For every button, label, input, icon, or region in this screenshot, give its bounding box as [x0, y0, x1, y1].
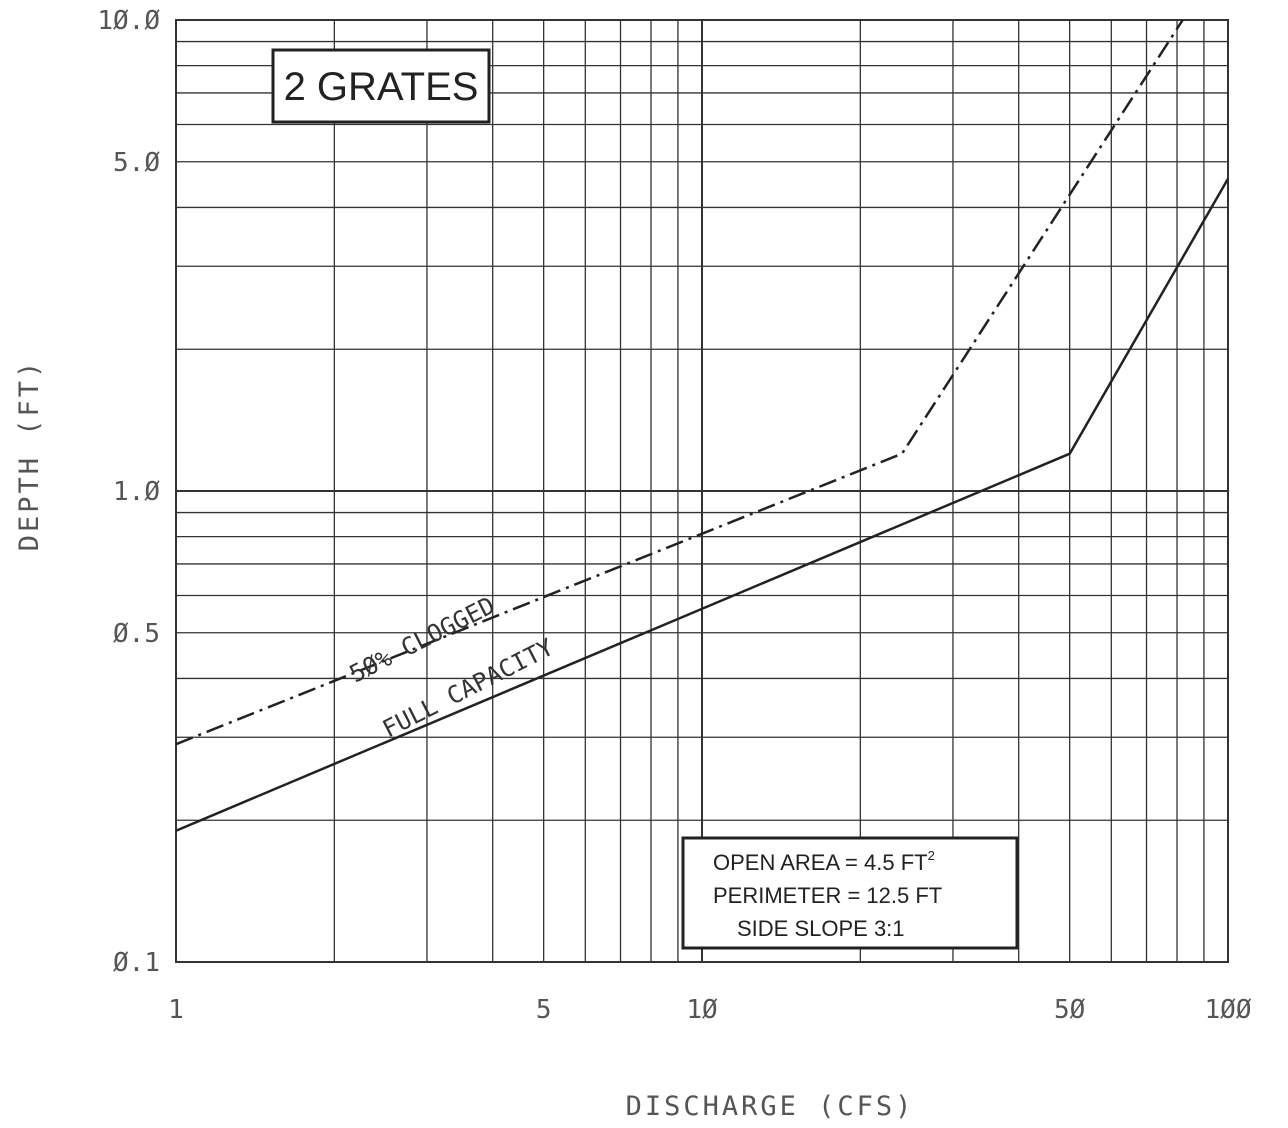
- y-axis-label: DEPTH (FT): [14, 359, 45, 552]
- y-tick-label: 5.Ø: [113, 148, 160, 178]
- title-box: 2 GRATES: [271, 48, 491, 124]
- y-tick-label: Ø.5: [113, 619, 160, 649]
- x-tick-label: 1: [168, 995, 184, 1025]
- note-side-slope: SIDE SLOPE 3:1: [737, 916, 905, 941]
- title-box-label: 2 GRATES: [284, 65, 479, 109]
- tick-labels: 1 5 1Ø 5Ø 1ØØ Ø.1 Ø.5 1.Ø 5.Ø 1Ø.Ø: [97, 6, 1251, 1025]
- y-tick-label: Ø.1: [113, 948, 160, 978]
- notes-box: OPEN AREA = 4.5 FT2 PERIMETER = 12.5 FT …: [681, 836, 1019, 950]
- series: [176, 20, 1228, 832]
- series-line-full-capacity: [176, 178, 1228, 832]
- note-perimeter: PERIMETER = 12.5 FT: [713, 883, 942, 908]
- x-tick-label: 5: [536, 995, 552, 1025]
- y-tick-label: 1Ø.Ø: [97, 6, 160, 36]
- y-tick-label: 1.Ø: [113, 477, 160, 507]
- x-tick-label: 1Ø: [686, 995, 718, 1025]
- grid: [175, 19, 1229, 963]
- note-open-area: OPEN AREA = 4.5 FT2: [713, 848, 935, 875]
- plot-frame: [175, 19, 1229, 963]
- x-tick-label: 5Ø: [1054, 995, 1086, 1025]
- x-axis-label: DISCHARGE (CFS): [626, 1091, 915, 1122]
- x-tick-label: 1ØØ: [1205, 995, 1252, 1025]
- series-line-clogged: [176, 20, 1184, 746]
